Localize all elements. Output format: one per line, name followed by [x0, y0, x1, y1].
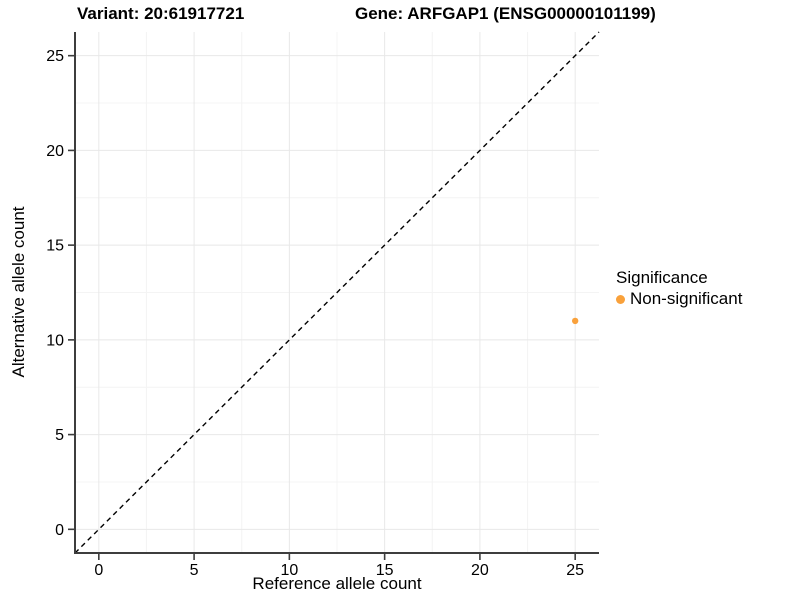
- x-tick-label: 0: [94, 562, 103, 579]
- legend-point-icon: [616, 294, 625, 304]
- x-tick-label: 10: [280, 562, 298, 579]
- identity-line: [74, 31, 600, 554]
- y-tick-label: 5: [55, 427, 64, 444]
- legend-item-label: Non-significant: [630, 289, 743, 308]
- variant-title: Variant: 20:61917721: [77, 4, 245, 23]
- y-tick-label: 15: [46, 238, 64, 255]
- legend-title: Significance: [616, 268, 708, 287]
- data-point: [571, 317, 579, 325]
- legend: Significance Non-significant: [616, 268, 742, 309]
- x-axis-title: Reference allele count: [252, 574, 422, 593]
- x-tick-label: 5: [190, 562, 199, 579]
- y-tick-label: 25: [46, 48, 64, 65]
- y-axis-title: Alternative allele count: [9, 206, 28, 378]
- y-tick-label: 10: [46, 332, 64, 349]
- legend-item-non-significant: Non-significant: [616, 289, 742, 309]
- gene-title: Gene: ARFGAP1 (ENSG00000101199): [355, 4, 656, 23]
- x-tick-label: 25: [566, 562, 584, 579]
- y-tick-label: 0: [55, 522, 64, 539]
- x-tick-label: 15: [376, 562, 394, 579]
- x-tick-label: 20: [471, 562, 489, 579]
- y-tick-label: 20: [46, 143, 64, 160]
